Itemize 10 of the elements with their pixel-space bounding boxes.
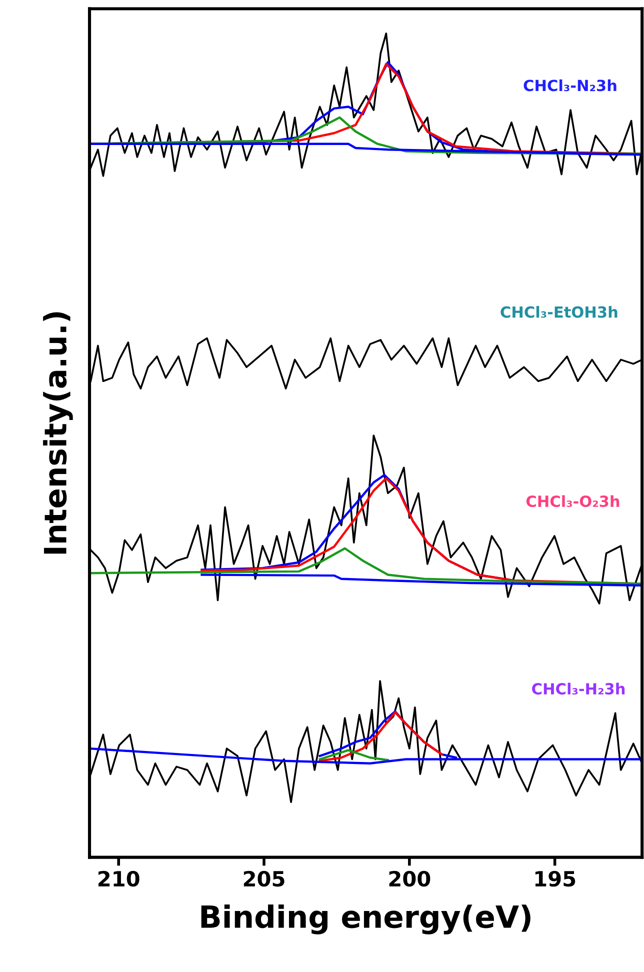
annotation: CHCl₃-H₂3h — [532, 682, 625, 695]
x-tick-label: 205 — [244, 870, 284, 887]
annotation: CHCl₃-O₂3h — [526, 495, 620, 508]
y-axis-title: Intensity(a.u.) — [43, 312, 73, 554]
x-tick-label: 195 — [535, 870, 576, 887]
annotation: CHCl₃-EtOH3h — [500, 306, 618, 318]
x-tick-label: 210 — [98, 870, 140, 887]
annotation: CHCl₃-N₂3h — [524, 79, 616, 92]
x-tick-label: 200 — [389, 870, 430, 887]
x-axis-title: Binding energy(eV) — [201, 904, 530, 934]
